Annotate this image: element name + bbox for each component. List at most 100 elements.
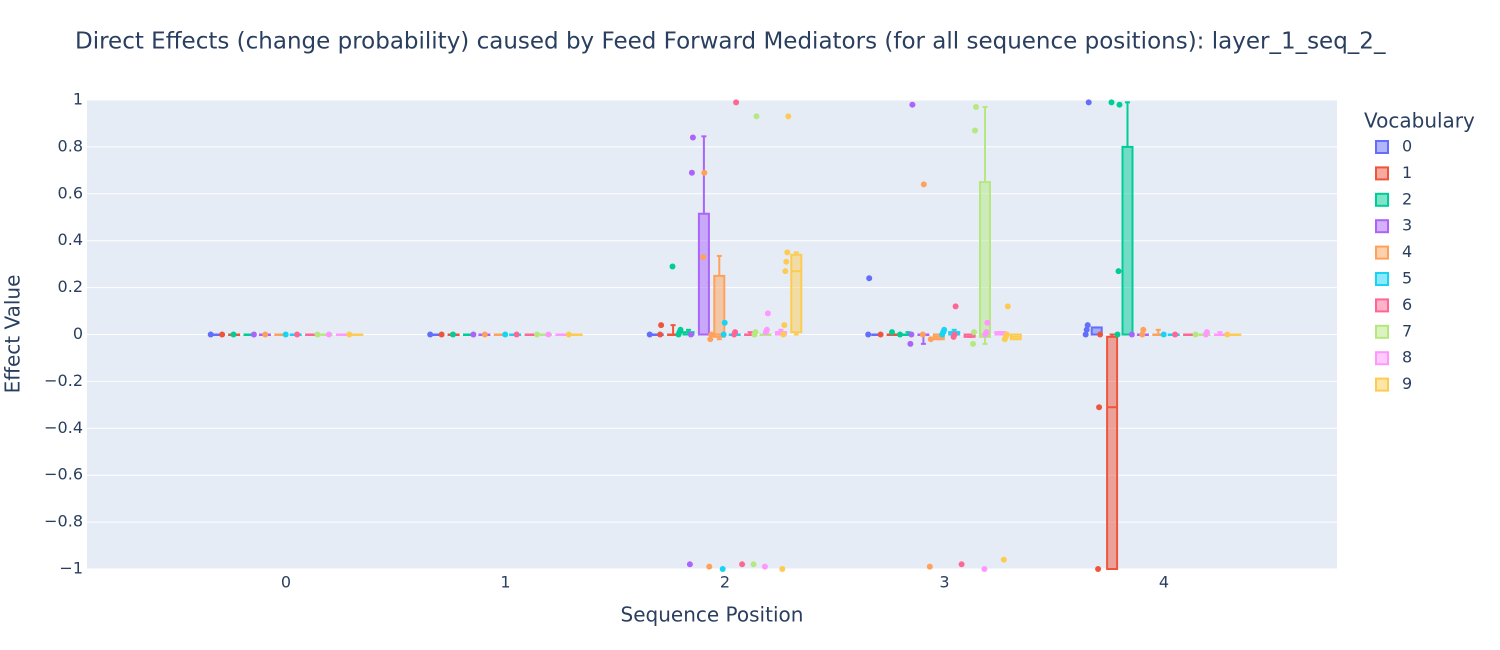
data-point — [971, 329, 977, 336]
data-point — [1108, 99, 1115, 106]
box — [1121, 145, 1134, 336]
data-point — [1004, 303, 1011, 310]
legend-swatch — [1375, 351, 1389, 366]
data-point — [927, 336, 934, 343]
y-tick-label: −0.2 — [44, 371, 83, 390]
legend-label: 3 — [1402, 216, 1412, 235]
data-point — [1097, 331, 1104, 338]
data-point — [785, 113, 792, 120]
data-point — [534, 331, 540, 338]
y-tick-label: −1 — [59, 559, 83, 578]
data-point — [1083, 326, 1090, 333]
data-point — [1128, 331, 1135, 338]
data-point — [782, 268, 789, 275]
data-point — [1116, 101, 1123, 108]
data-point — [1095, 566, 1102, 572]
chart-title: Direct Effects (change probability) caus… — [75, 29, 1386, 55]
data-point — [897, 331, 903, 338]
data-point — [781, 322, 788, 329]
legend-swatch — [1375, 219, 1389, 234]
data-point — [450, 331, 456, 338]
box — [979, 181, 991, 338]
data-point — [687, 331, 694, 338]
data-point — [1224, 331, 1231, 338]
box — [697, 212, 710, 336]
data-point — [909, 101, 916, 108]
data-point — [1001, 336, 1008, 343]
data-point — [1160, 331, 1167, 338]
box — [790, 253, 803, 334]
data-point — [1115, 268, 1122, 275]
data-point — [314, 331, 321, 338]
data-point — [219, 331, 226, 338]
data-point — [981, 566, 988, 572]
data-point — [207, 331, 214, 338]
data-point — [1082, 331, 1089, 338]
data-point — [984, 319, 991, 326]
x-tick-label: 1 — [500, 573, 510, 592]
data-point — [920, 181, 927, 188]
data-point — [689, 134, 696, 141]
data-point — [706, 563, 713, 570]
data-point — [973, 104, 979, 111]
data-point — [282, 331, 289, 338]
legend-swatch — [1375, 140, 1389, 154]
data-point — [907, 340, 914, 347]
data-point — [658, 322, 665, 329]
data-point — [762, 329, 769, 336]
data-point — [1114, 331, 1121, 338]
data-point — [1085, 99, 1092, 106]
data-point — [751, 331, 758, 338]
data-point — [750, 561, 757, 568]
data-point — [250, 331, 257, 338]
data-point — [646, 331, 653, 338]
data-point — [908, 331, 915, 338]
data-point — [565, 331, 572, 338]
data-point — [720, 331, 727, 338]
legend-label: 4 — [1402, 242, 1412, 261]
x-tick-label: 2 — [720, 573, 730, 592]
data-point — [513, 331, 520, 338]
data-point — [1000, 556, 1007, 563]
y-tick-label: 0.6 — [58, 183, 83, 202]
data-point — [481, 331, 488, 338]
data-point — [753, 113, 760, 120]
data-point — [739, 561, 746, 568]
data-point — [939, 331, 946, 338]
y-axis-title: Effect Value — [1, 275, 25, 394]
data-point — [780, 331, 787, 338]
data-point — [926, 563, 933, 570]
data-point — [866, 275, 873, 282]
data-point — [764, 310, 771, 317]
data-point — [972, 127, 978, 134]
legend-swatch — [1375, 298, 1389, 313]
data-point — [545, 331, 552, 338]
data-point — [733, 99, 740, 106]
y-tick-label: −0.4 — [44, 418, 83, 437]
legend-label: 2 — [1402, 189, 1412, 208]
data-point — [427, 331, 434, 338]
data-point — [688, 169, 695, 176]
y-tick-label: −0.6 — [44, 465, 83, 484]
data-point — [1172, 331, 1179, 338]
data-point — [262, 331, 269, 338]
data-point — [700, 254, 707, 261]
y-tick-label: 0.2 — [58, 277, 83, 296]
data-point — [865, 331, 872, 338]
y-tick-label: 0 — [73, 324, 83, 343]
data-point — [784, 249, 791, 256]
y-tick-label: 1 — [73, 90, 83, 109]
legend-swatch — [1375, 272, 1389, 286]
data-point — [958, 561, 965, 568]
data-point — [970, 340, 976, 347]
data-point — [1084, 322, 1091, 329]
box — [713, 274, 726, 338]
data-point — [294, 331, 301, 338]
data-point — [346, 331, 353, 338]
data-point — [707, 336, 714, 343]
legend-title: Vocabulary — [1364, 109, 1475, 133]
legend-label: 8 — [1402, 348, 1412, 367]
legend-label: 9 — [1402, 374, 1412, 393]
x-tick-label: 0 — [281, 573, 291, 592]
